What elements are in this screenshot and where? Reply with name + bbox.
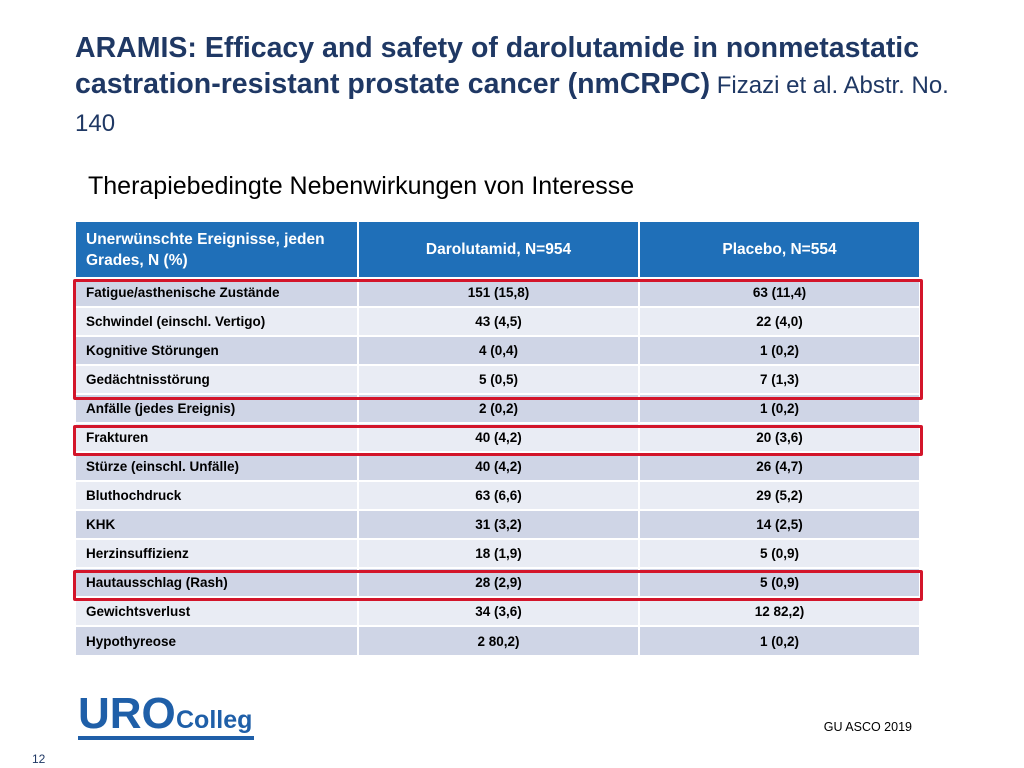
darolutamide-value-cell: 18 (1,9): [358, 538, 640, 568]
header-placebo: Placebo, N=554: [639, 222, 921, 278]
logo-uro-text: URO: [78, 690, 176, 738]
table-header-row: Unerwünschte Ereignisse, jeden Grades, N…: [76, 222, 921, 278]
event-name-cell: Anfälle (jedes Ereignis): [76, 393, 359, 423]
slide-title-reference: Fizazi et al. Abstr. No. 140: [75, 72, 949, 137]
header-adverse-events: Unerwünschte Ereignisse, jeden Grades, N…: [76, 222, 359, 278]
table-row: Herzinsuffizienz 18 (1,9) 5 (0,9): [76, 538, 921, 568]
darolutamide-value-cell: 63 (6,6): [358, 480, 640, 510]
table-row: Kognitive Störungen 4 (0,4) 1 (0,2): [76, 335, 921, 365]
placebo-value-cell: 14 (2,5): [639, 509, 921, 539]
placebo-value-cell: 1 (0,2): [639, 393, 921, 423]
darolutamide-value-cell: 31 (3,2): [358, 509, 640, 539]
event-name-cell: Bluthochdruck: [76, 480, 359, 510]
placebo-value-cell: 7 (1,3): [639, 364, 921, 394]
event-name-cell: Schwindel (einschl. Vertigo): [76, 306, 359, 336]
table-row: Frakturen 40 (4,2) 20 (3,6): [76, 422, 921, 452]
header-darolutamide: Darolutamid, N=954: [358, 222, 640, 278]
table-row: Schwindel (einschl. Vertigo) 43 (4,5) 22 (…: [76, 306, 921, 336]
table-row: Gewichtsverlust 34 (3,6) 12 82,2): [76, 596, 921, 626]
table-row: Fatigue/asthenische Zustände 151 (15,8) 63…: [76, 277, 921, 307]
event-name-cell: Hypothyreose: [76, 625, 359, 655]
placebo-value-cell: 1 (0,2): [639, 335, 921, 365]
table-row: Hautausschlag (Rash) 28 (2,9) 5 (0,9): [76, 567, 921, 597]
event-name-cell: Herzinsuffizienz: [76, 538, 359, 568]
table-row: Stürze (einschl. Unfälle) 40 (4,2) 26 (4,7…: [76, 451, 921, 481]
table-row: Hypothyreose 2 80,2) 1 (0,2): [76, 625, 921, 655]
slide-subtitle: Therapiebedingte Nebenwirkungen von Inte…: [88, 172, 635, 200]
table-row: Gedächtnisstörung 5 (0,5) 7 (1,3): [76, 364, 921, 394]
placebo-value-cell: 5 (0,9): [639, 538, 921, 568]
placebo-value-cell: 1 (0,2): [639, 625, 921, 655]
darolutamide-value-cell: 151 (15,8): [358, 277, 640, 307]
event-name-cell: Fatigue/asthenische Zustände: [76, 277, 359, 307]
darolutamide-value-cell: 34 (3,6): [358, 596, 640, 626]
darolutamide-value-cell: 2 80,2): [358, 625, 640, 655]
source-citation: GU ASCO 2019: [823, 720, 912, 734]
event-name-cell: Hautausschlag (Rash): [76, 567, 359, 597]
placebo-value-cell: 26 (4,7): [639, 451, 921, 481]
table-body: Fatigue/asthenische Zustände 151 (15,8) 63…: [76, 277, 921, 655]
logo-underline: [78, 736, 254, 740]
darolutamide-value-cell: 2 (0,2): [358, 393, 640, 423]
urocolleg-logo: URO Colleg: [78, 690, 254, 740]
adverse-events-table: Unerwünschte Ereignisse, jeden Grades, N…: [76, 222, 921, 655]
placebo-value-cell: 29 (5,2): [639, 480, 921, 510]
darolutamide-value-cell: 4 (0,4): [358, 335, 640, 365]
darolutamide-value-cell: 28 (2,9): [358, 567, 640, 597]
page-number: 12: [32, 752, 46, 766]
slide-title: ARAMIS: Efficacy and safety of darolutam…: [75, 30, 975, 142]
placebo-value-cell: 20 (3,6): [639, 422, 921, 452]
darolutamide-value-cell: 40 (4,2): [358, 451, 640, 481]
table-row: Bluthochdruck 63 (6,6) 29 (5,2): [76, 480, 921, 510]
table-row: Anfälle (jedes Ereignis) 2 (0,2) 1 (0,2): [76, 393, 921, 423]
darolutamide-value-cell: 5 (0,5): [358, 364, 640, 394]
placebo-value-cell: 63 (11,4): [639, 277, 921, 307]
darolutamide-value-cell: 43 (4,5): [358, 306, 640, 336]
placebo-value-cell: 12 82,2): [639, 596, 921, 626]
table-row: KHK 31 (3,2) 14 (2,5): [76, 509, 921, 539]
event-name-cell: Gedächtnisstörung: [76, 364, 359, 394]
placebo-value-cell: 22 (4,0): [639, 306, 921, 336]
logo-colleg-text: Colleg: [176, 706, 252, 734]
event-name-cell: KHK: [76, 509, 359, 539]
slide-title-main: ARAMIS: Efficacy and safety of darolutam…: [75, 32, 920, 100]
event-name-cell: Gewichtsverlust: [76, 596, 359, 626]
event-name-cell: Stürze (einschl. Unfälle): [76, 451, 359, 481]
darolutamide-value-cell: 40 (4,2): [358, 422, 640, 452]
event-name-cell: Kognitive Störungen: [76, 335, 359, 365]
event-name-cell: Frakturen: [76, 422, 359, 452]
placebo-value-cell: 5 (0,9): [639, 567, 921, 597]
